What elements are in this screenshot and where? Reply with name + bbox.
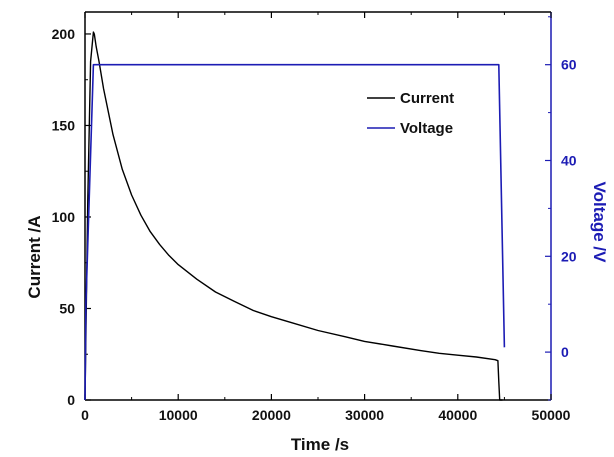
axes	[84, 11, 552, 401]
x-axis-title: Time /s	[291, 435, 349, 454]
legend: Current Voltage	[367, 90, 454, 137]
y-right-tick-label: 0	[561, 344, 569, 360]
y-left-tick-label: 0	[67, 392, 75, 408]
y-left-tick-label: 150	[52, 117, 76, 133]
x-tick-label: 0	[81, 407, 89, 423]
y-right-axis-title: Voltage /V	[590, 182, 609, 264]
y-left-tick-label: 200	[52, 26, 76, 42]
tick-labels: 0 10000 20000 30000 40000 50000 0 50 100 150 200 0 2…	[52, 26, 577, 423]
x-tick-label: 20000	[252, 407, 291, 423]
x-tick-label: 50000	[532, 407, 571, 423]
series-layer	[84, 31, 506, 401]
y-right-tick-label: 20	[561, 248, 577, 264]
series-line-current	[84, 31, 503, 401]
y-right-tick-label: 40	[561, 152, 577, 168]
y-right-tick-label: 60	[561, 57, 577, 73]
legend-label-voltage: Voltage	[400, 120, 453, 137]
x-tick-label: 10000	[159, 407, 198, 423]
y-left-axis-title: Current /A	[25, 215, 44, 298]
series-line-voltage	[84, 63, 506, 401]
x-tick-label: 40000	[438, 407, 477, 423]
y-left-tick-label: 100	[52, 209, 76, 225]
y-left-tick-label: 50	[59, 300, 75, 316]
x-tick-label: 30000	[345, 407, 384, 423]
legend-label-current: Current	[400, 90, 454, 107]
